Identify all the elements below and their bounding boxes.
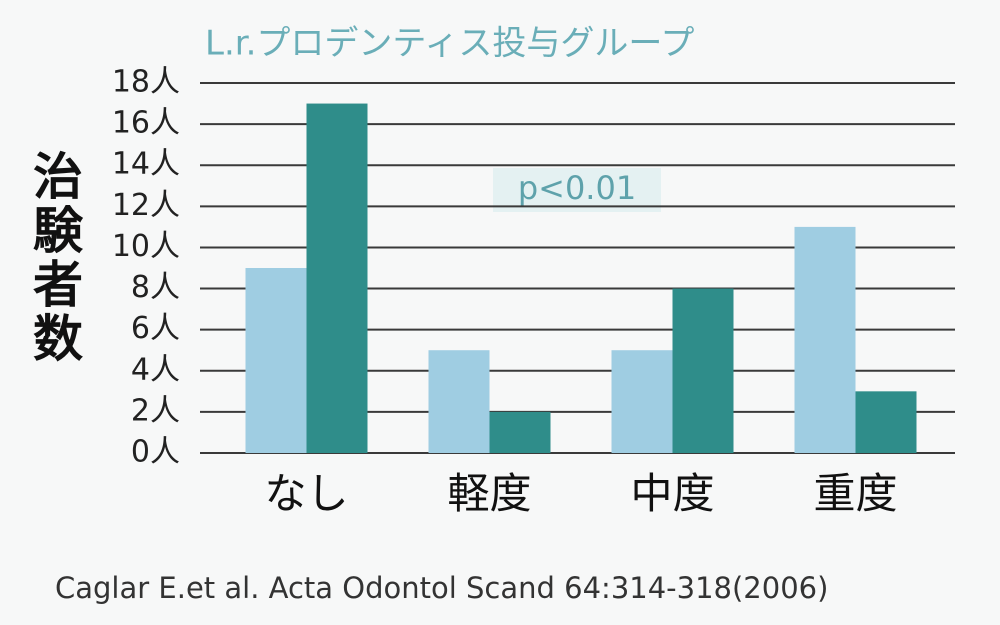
bar xyxy=(672,288,734,453)
y-tick-label: 16人 xyxy=(112,106,180,141)
y-tick-label: 6人 xyxy=(131,311,180,346)
bar xyxy=(855,391,917,453)
x-tick-label: 中度 xyxy=(630,469,714,518)
y-tick-label: 0人 xyxy=(131,435,180,470)
y-tick-label: 18人 xyxy=(112,65,180,100)
y-tick-label: 12人 xyxy=(112,188,180,223)
annotation: p<0.01 xyxy=(518,169,636,207)
y-tick-label: 8人 xyxy=(131,270,180,305)
bar xyxy=(611,350,673,453)
bar xyxy=(245,268,307,453)
x-tick-label: 軽度 xyxy=(447,469,531,518)
bar xyxy=(306,103,368,454)
bar xyxy=(428,350,490,453)
y-axis-label: 治験者数 xyxy=(25,150,84,366)
legend-label: L.r.プロデンティス投与グループ xyxy=(205,24,694,64)
x-tick-label: 重度 xyxy=(813,469,897,518)
y-tick-label: 14人 xyxy=(112,147,180,182)
bar xyxy=(489,411,551,453)
bar xyxy=(794,226,856,453)
y-tick-label: 10人 xyxy=(112,229,180,264)
annotation-box xyxy=(493,168,661,212)
y-tick-label: 2人 xyxy=(131,393,180,428)
source: Caglar E.et al. Acta Odontol Scand 64:31… xyxy=(55,571,828,605)
y-tick-label: 4人 xyxy=(131,352,180,387)
x-tick-label: なし xyxy=(264,469,348,518)
